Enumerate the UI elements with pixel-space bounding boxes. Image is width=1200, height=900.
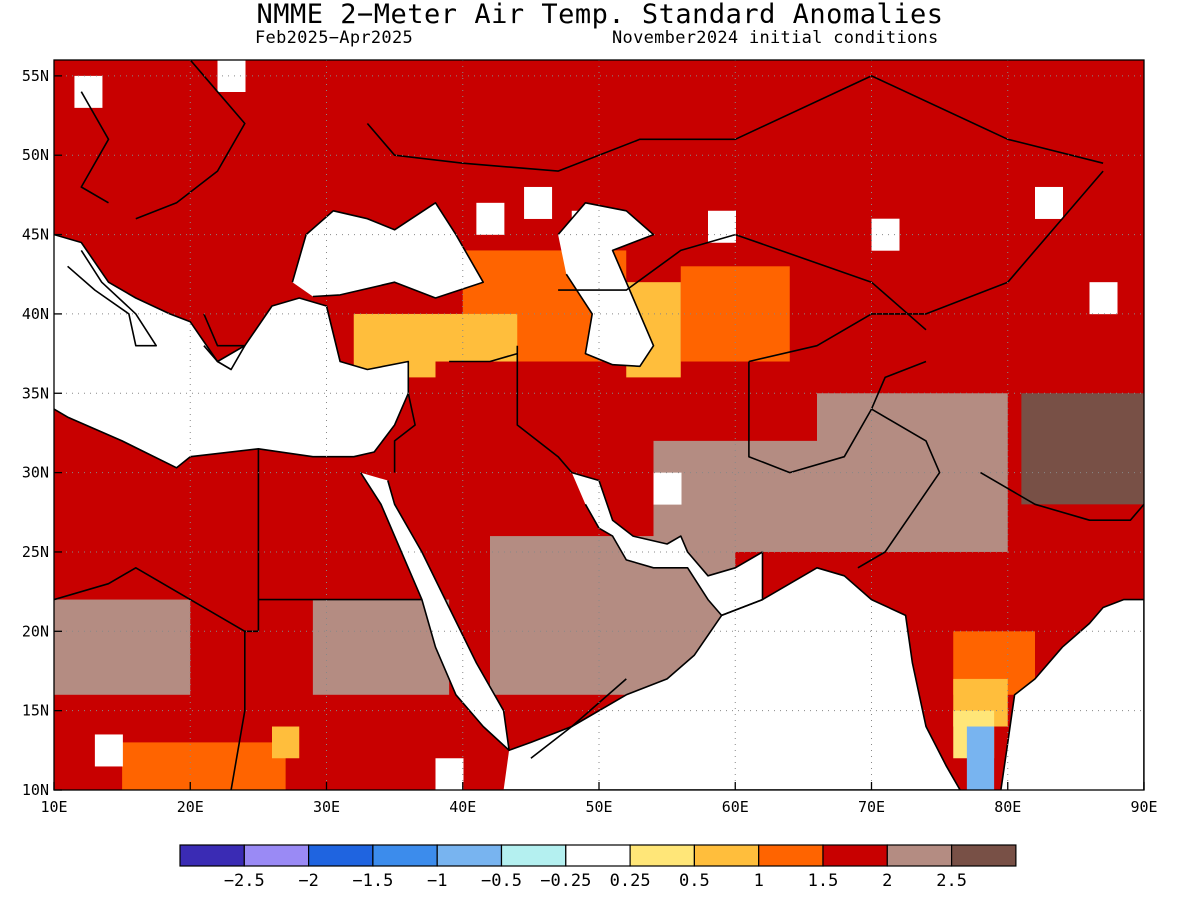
lon-tick-label: 30E (313, 798, 340, 816)
chart-title: NMME 2−Meter Air Temp. Standard Anomalie… (256, 0, 944, 30)
lon-tick-label: 60E (722, 798, 749, 816)
colorbar-swatch-10 (822, 844, 888, 867)
coastline-layer (54, 60, 1144, 790)
masked-cell-0 (74, 75, 103, 108)
colorbar-swatch-0 (179, 844, 245, 867)
coastline-12 (748, 170, 1104, 363)
masked-cell-2 (476, 202, 505, 235)
colorbar-label: 0.5 (679, 871, 710, 891)
coastline-20 (530, 678, 627, 759)
coastline-7 (393, 393, 416, 473)
anomaly-region-13 (108, 472, 272, 568)
coastline-15 (857, 408, 941, 569)
lat-tick-label: 10N (22, 781, 49, 799)
coastline-4 (359, 472, 510, 752)
masked-cell-1 (217, 60, 246, 92)
lat-tick-label: 25N (22, 543, 49, 561)
coastline-5 (503, 566, 961, 790)
coastline-16 (980, 471, 1144, 522)
anomaly-region-16 (272, 726, 300, 759)
colorbar-label: −0.25 (540, 871, 591, 891)
masked-cell-11 (435, 758, 464, 790)
coastline-18 (135, 60, 246, 220)
lat-tick-label: 50N (22, 146, 49, 164)
lat-tick-label: 35N (22, 384, 49, 402)
masked-cell-5 (708, 210, 736, 243)
lon-tick-label: 10E (40, 798, 67, 816)
colorbar-label: 2 (882, 871, 892, 891)
colorbar-label: −0.5 (481, 871, 522, 891)
colorbar-label: 1.5 (808, 871, 839, 891)
masked-cell-3 (524, 186, 553, 219)
colorbar-swatch-6 (565, 844, 631, 867)
coastline-1 (291, 202, 485, 299)
forecast-period: Feb2025−Apr2025 (255, 28, 414, 48)
coastline-2 (557, 202, 655, 368)
colorbar-label: −2.5 (224, 871, 265, 891)
lon-tick-label: 40E (449, 798, 476, 816)
masked-cell-8 (1089, 282, 1118, 315)
anomaly-region-17 (54, 599, 191, 695)
anomaly-fill-layer (54, 60, 1144, 790)
anomaly-region-15 (122, 742, 286, 790)
masked-water-5 (503, 567, 961, 790)
lat-tick-label: 40N (22, 305, 49, 323)
coastline-21 (449, 352, 518, 363)
lat-tick-label: 20N (22, 622, 49, 640)
colorbar-swatch-9 (758, 844, 824, 867)
coastline-13 (558, 233, 927, 331)
masked-cell-6 (871, 218, 900, 251)
coastline-19 (80, 91, 110, 204)
colorbar-swatch-12 (950, 844, 1017, 867)
lon-tick-label: 70E (858, 798, 885, 816)
colorbar-label: 0.25 (610, 871, 651, 891)
colorbar-swatch-11 (886, 844, 953, 867)
coastline-8 (516, 345, 573, 474)
colorbar-swatch-1 (243, 844, 310, 867)
coastline-14 (366, 75, 1104, 172)
lon-tick-label: 80E (994, 798, 1021, 816)
colorbar-label: −1.5 (352, 871, 393, 891)
colorbar-label: −1 (427, 871, 447, 891)
colorbar-swatch-5 (500, 844, 567, 867)
colorbar-swatch-3 (372, 844, 438, 867)
lon-tick-label: 50E (585, 798, 612, 816)
anomaly-region-26 (966, 726, 995, 790)
lat-tick-label: 30N (22, 464, 49, 482)
masked-water-6 (1000, 599, 1144, 790)
coastline-6 (1000, 598, 1144, 790)
lon-tick-label: 90E (1130, 798, 1157, 816)
lat-tick-label: 55N (22, 67, 49, 85)
coastline-23 (203, 313, 246, 371)
colorbar-label: 2.5 (936, 871, 967, 891)
colorbar-label: 1 (754, 871, 764, 891)
masked-water-1 (292, 202, 484, 298)
anomaly-region-5 (789, 250, 1090, 346)
lon-tick-label: 20E (177, 798, 204, 816)
colorbar-swatch-2 (308, 844, 374, 867)
masked-cell-9 (653, 472, 682, 505)
colorbar: −2.5 −2 −1.5 −1 −0.5 −0.25 0.25 0.5 1 1.5 2 2.5 (179, 844, 1017, 891)
masked-cell-7 (1035, 186, 1063, 219)
colorbar-swatch-7 (629, 844, 695, 867)
lat-tick-label: 15N (22, 702, 49, 720)
coastline-11 (748, 360, 927, 474)
initial-conditions: November2024 initial conditions (612, 28, 939, 48)
anomaly-region-22 (1021, 393, 1144, 505)
anomaly-region-8 (680, 266, 790, 362)
masked-cell-4 (571, 210, 600, 243)
coastline-22 (67, 249, 157, 347)
axis-layer: 10E 20E 30E 40E 50E 60E 70E 80E 90E 10N 15N 20N 25N 3… (22, 67, 1158, 816)
colorbar-swatch-4 (436, 844, 503, 867)
lat-tick-label: 45N (22, 226, 49, 244)
coastline-17 (54, 566, 246, 632)
colorbar-swatch-8 (693, 844, 760, 867)
colorbar-label: −2 (298, 871, 318, 891)
masked-cell-10 (94, 734, 123, 767)
masked-water-0 (54, 234, 409, 468)
